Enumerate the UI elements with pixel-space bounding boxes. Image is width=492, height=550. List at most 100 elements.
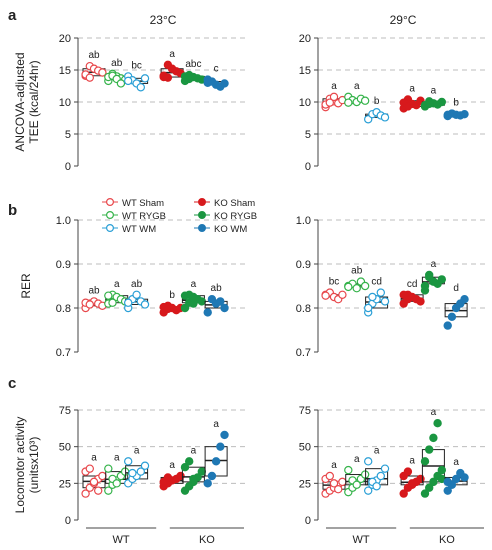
data-point [403, 467, 413, 476]
data-point [344, 465, 353, 475]
y-tick-label: 1.0 [56, 215, 71, 227]
y-axis-label: (unitsx10³) [27, 437, 41, 494]
data-point [447, 312, 457, 321]
significance-letter: a [331, 81, 337, 92]
y-axis-label: RER [19, 273, 33, 299]
data-point [380, 113, 390, 122]
y-tick-label: 25 [299, 478, 311, 490]
data-point [189, 299, 198, 308]
chart-title: 29°C [390, 13, 417, 27]
data-point [89, 477, 99, 487]
y-tick-label: 0 [305, 161, 311, 173]
data-point [329, 92, 339, 102]
data-point [443, 477, 452, 487]
significance-letter: c [214, 64, 219, 75]
data-point [460, 109, 469, 119]
data-point [360, 281, 370, 291]
data-point [116, 79, 126, 88]
data-point [437, 97, 446, 107]
significance-letter: a [114, 279, 120, 290]
significance-letter: b [453, 98, 459, 109]
significance-letter: ab [131, 279, 143, 290]
data-point [104, 486, 113, 495]
significance-letter: a [354, 81, 360, 92]
chart-title: 23°C [150, 13, 177, 27]
data-point [420, 457, 430, 466]
significance-letter: cd [371, 277, 382, 288]
data-point [216, 297, 225, 306]
data-point [140, 300, 150, 309]
data-point [329, 479, 339, 488]
data-point [425, 99, 434, 109]
significance-letter: a [169, 460, 175, 471]
data-point [352, 284, 361, 293]
legend-swatch [105, 198, 114, 207]
data-point [140, 74, 150, 83]
data-point [108, 298, 117, 307]
significance-letter: cd [407, 279, 418, 290]
data-point [368, 292, 377, 302]
legend-label: KO WM [214, 224, 247, 235]
data-point [380, 464, 390, 473]
y-tick-label: 0.9 [56, 259, 71, 271]
y-tick-label: 15 [299, 65, 311, 77]
y-axis-label: TEE (kcal/24hr) [27, 60, 41, 143]
data-point [163, 304, 173, 314]
panel-label-b: b [8, 202, 17, 219]
data-point [451, 474, 461, 484]
data-point [403, 295, 413, 304]
data-point [211, 457, 221, 466]
significance-letter: a [453, 457, 459, 468]
y-tick-label: 75 [59, 405, 71, 417]
y-tick-label: 0.8 [296, 303, 311, 315]
y-tick-label: 5 [65, 129, 71, 141]
data-point [184, 457, 194, 466]
y-tick-label: 0.7 [296, 347, 311, 359]
data-point [380, 297, 390, 306]
data-point [338, 477, 347, 487]
data-point [403, 102, 413, 111]
y-tick-label: 0 [65, 515, 71, 527]
legend-label: KO Sham [214, 198, 255, 209]
data-point [136, 467, 145, 476]
data-point [433, 419, 442, 428]
data-point [197, 297, 206, 306]
legend-swatch [105, 224, 114, 233]
data-point [203, 78, 212, 88]
significance-letter: b [374, 96, 380, 107]
data-point [399, 489, 408, 498]
y-tick-label: 0 [305, 515, 311, 527]
data-point [420, 281, 430, 291]
data-point [325, 471, 334, 481]
legend-swatch [198, 224, 207, 233]
data-point [425, 445, 434, 454]
data-point [360, 96, 370, 105]
data-point [98, 68, 107, 77]
data-point [85, 300, 95, 309]
y-tick-label: 25 [59, 478, 71, 490]
legend-swatch [198, 198, 207, 207]
significance-letter: ab [351, 266, 363, 277]
data-point [123, 76, 133, 86]
significance-letter: abc [185, 59, 201, 70]
data-point [344, 282, 353, 292]
data-point [104, 291, 113, 300]
significance-letter: bc [329, 277, 340, 288]
data-point [93, 486, 103, 495]
x-group-label: KO [439, 534, 455, 546]
data-point [372, 482, 381, 491]
legend-label: WT Sham [122, 198, 164, 209]
data-point [184, 74, 194, 84]
legend-swatch [105, 211, 114, 220]
significance-letter: a [431, 259, 437, 270]
y-tick-label: 0 [65, 161, 71, 173]
data-point [203, 308, 212, 317]
data-point [220, 303, 229, 313]
legend-swatch [198, 211, 207, 220]
data-point [180, 303, 190, 313]
data-point [136, 83, 145, 92]
data-point [429, 433, 438, 443]
y-tick-label: 50 [299, 442, 311, 454]
data-point [176, 471, 185, 481]
y-tick-label: 1.0 [296, 215, 311, 227]
